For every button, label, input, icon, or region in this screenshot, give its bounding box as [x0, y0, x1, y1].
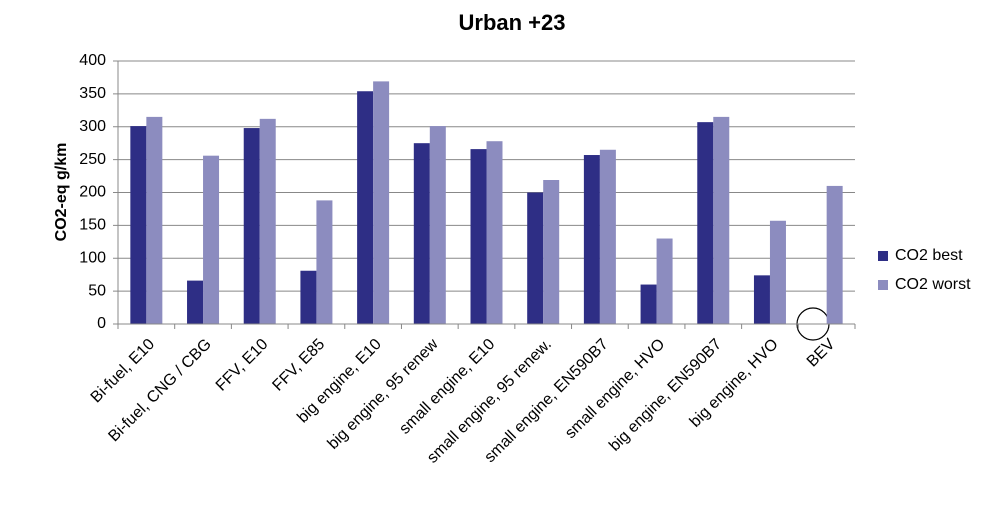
bar	[373, 81, 390, 324]
bar	[769, 220, 786, 324]
x-tick-label: big engine, 95 renew	[325, 335, 442, 452]
legend-label: CO2 worst	[895, 276, 971, 293]
legend-swatch	[878, 251, 888, 261]
bar	[543, 180, 560, 324]
bar	[697, 122, 714, 325]
bar	[187, 280, 204, 324]
x-tick-label: small engine, HVO	[562, 336, 668, 442]
bar	[357, 91, 374, 325]
bar	[130, 126, 147, 324]
y-axis-label: CO2-eq g/km	[53, 143, 70, 242]
bar	[599, 149, 616, 324]
bar	[316, 200, 333, 324]
legend-label: CO2 best	[895, 247, 963, 264]
bar	[470, 149, 487, 324]
bar	[259, 118, 276, 324]
x-tick-label: BEV	[804, 336, 839, 371]
bar	[429, 126, 446, 324]
y-tick-label: 250	[79, 151, 106, 168]
bar	[713, 116, 730, 324]
bar	[243, 128, 260, 324]
x-tick-label: FFV, E10	[213, 336, 272, 395]
y-tick-label: 350	[79, 85, 106, 102]
bar	[656, 238, 673, 324]
y-tick-label: 50	[88, 282, 106, 299]
bar	[146, 116, 163, 324]
bar	[527, 192, 544, 324]
y-tick-label: 150	[79, 217, 106, 234]
x-tick-label: small engine, E10	[396, 336, 498, 438]
bar	[203, 155, 220, 324]
bar	[486, 141, 503, 324]
y-tick-label: 0	[97, 315, 106, 332]
bar	[583, 155, 600, 324]
x-tick-label: big engine, EN590B7	[606, 336, 725, 455]
y-tick-label: 400	[79, 52, 106, 69]
y-tick-label: 100	[79, 249, 106, 266]
y-tick-label: 200	[79, 184, 106, 201]
chart-title: Urban +23	[459, 10, 566, 35]
bar	[300, 270, 317, 324]
bar	[640, 284, 657, 324]
x-tick-label: Bi-fuel, CNG / CBG	[105, 336, 214, 445]
x-tick-label: FFV, E85	[269, 336, 328, 395]
bar	[413, 143, 430, 324]
bar	[753, 275, 770, 324]
y-tick-label: 300	[79, 118, 106, 135]
legend-swatch	[878, 280, 888, 290]
bar	[826, 185, 843, 324]
